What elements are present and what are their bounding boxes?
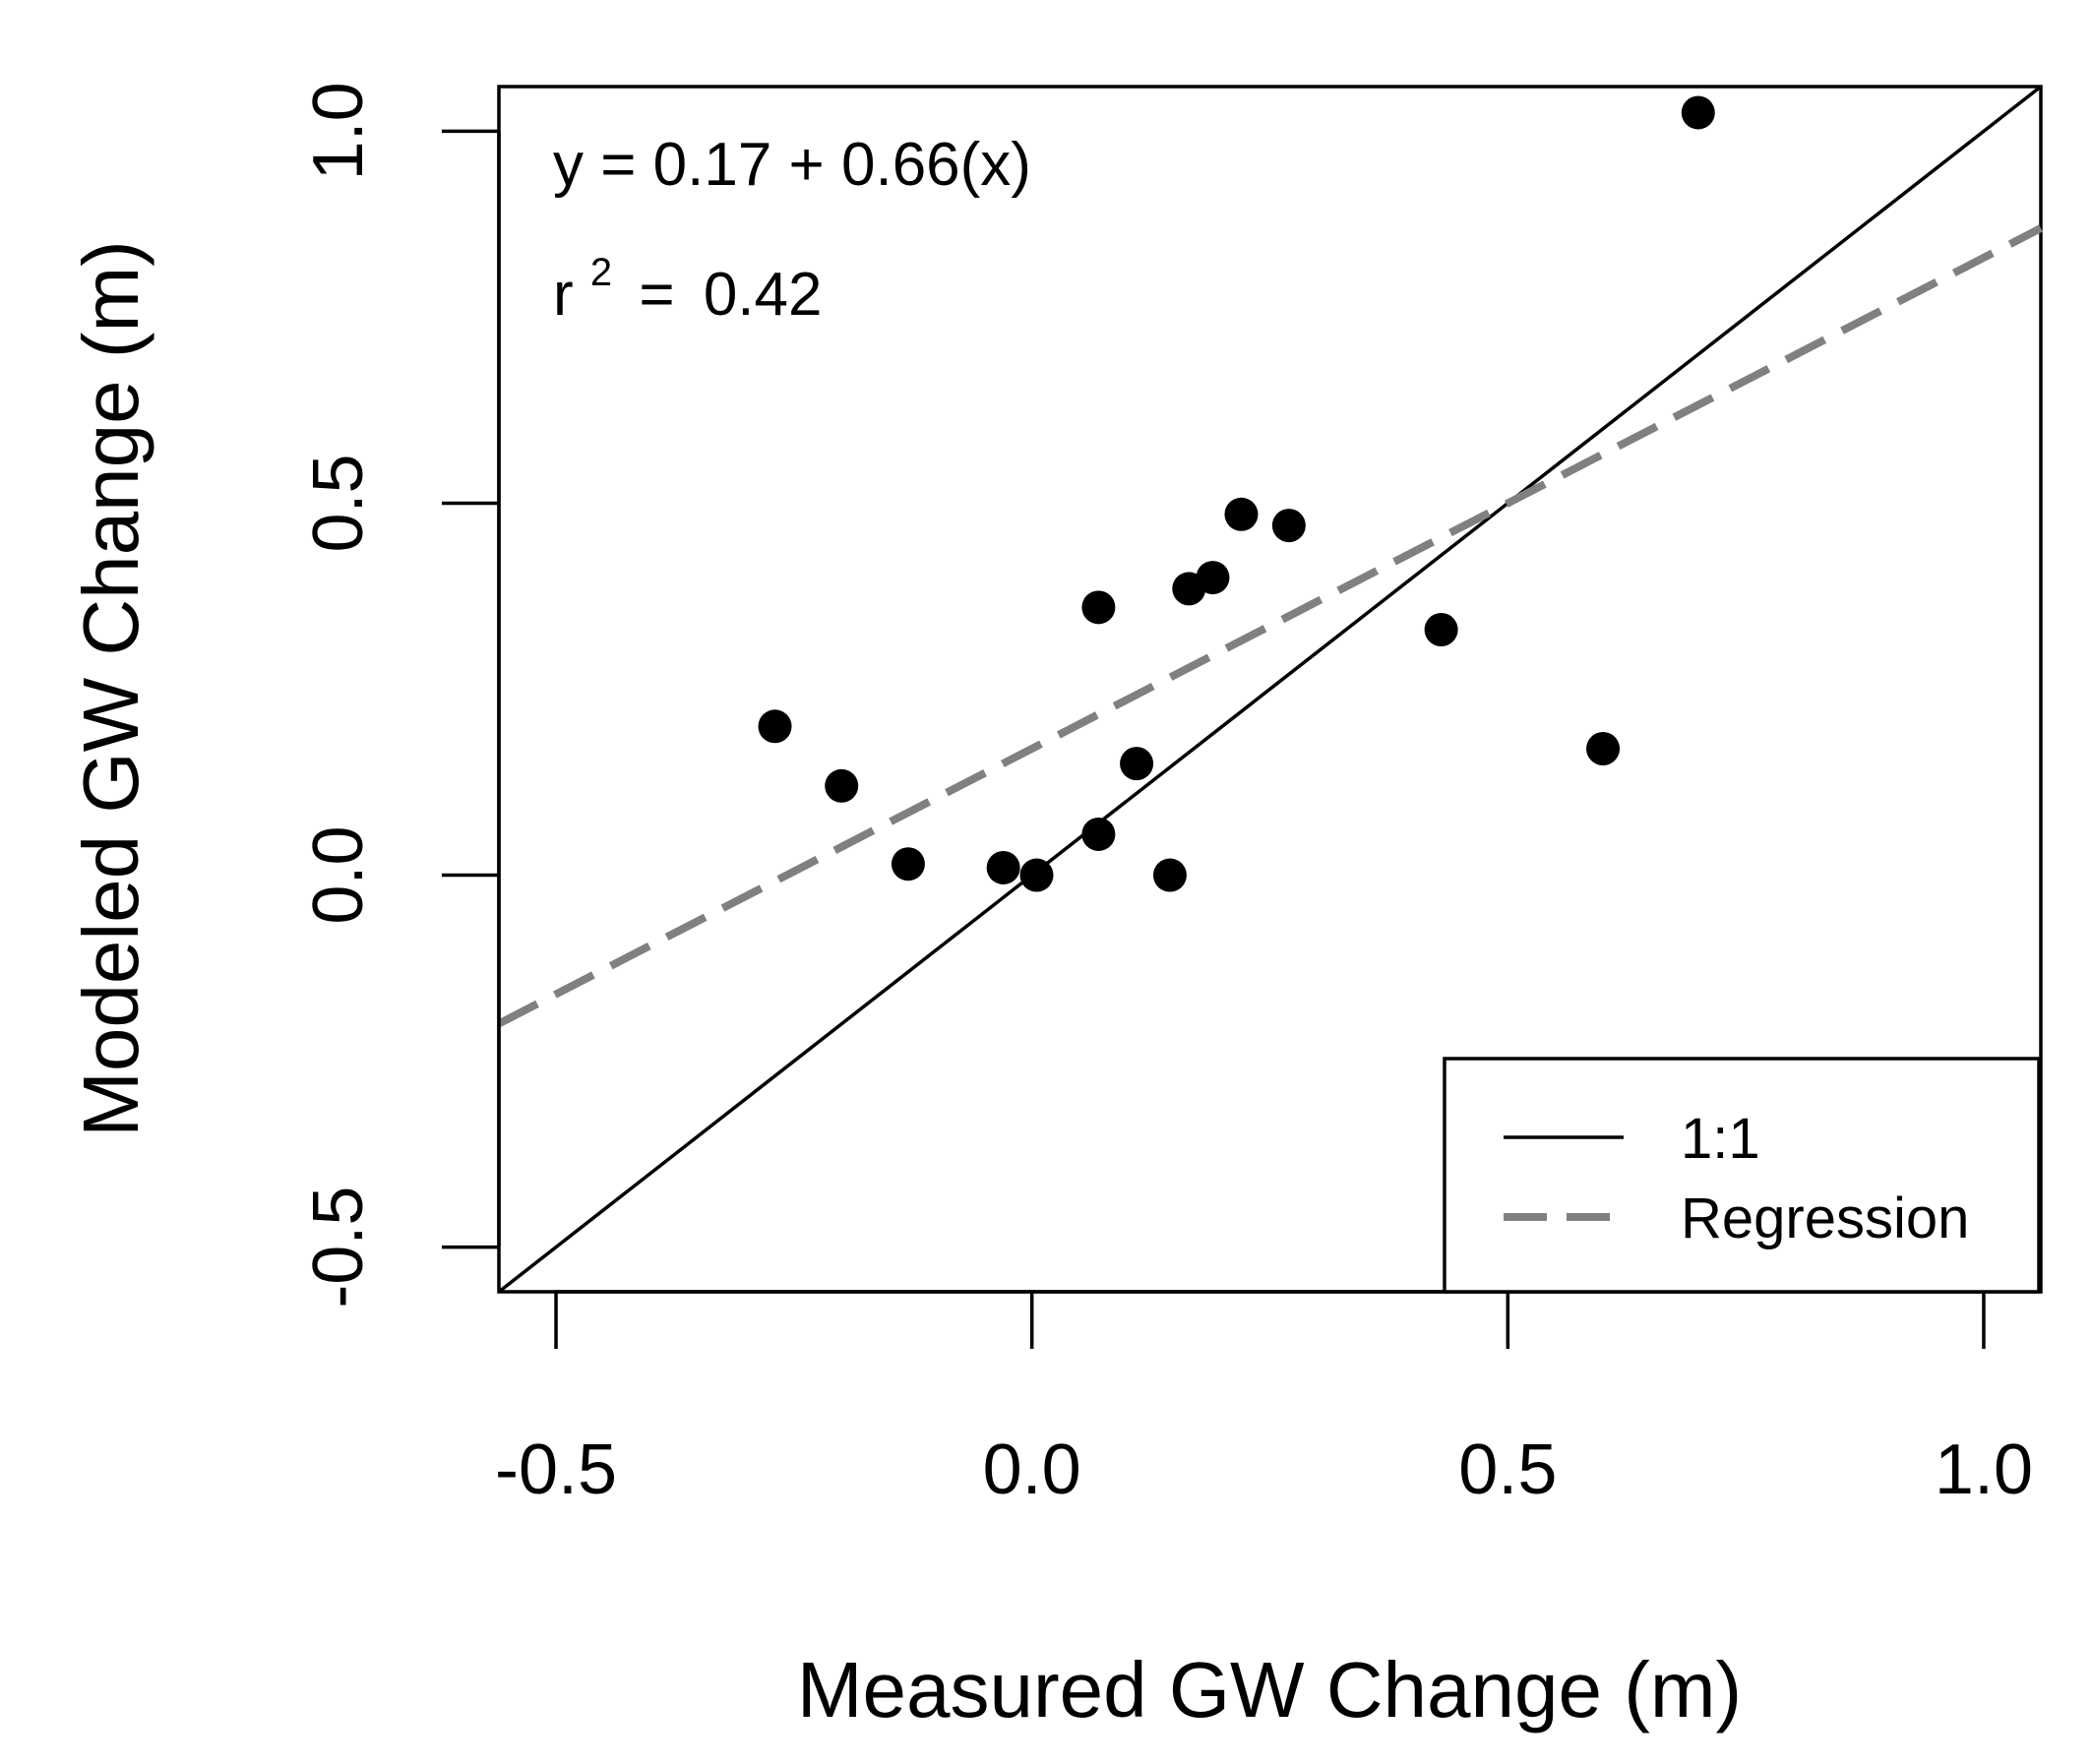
- data-point: [825, 768, 859, 803]
- data-point: [1081, 590, 1116, 625]
- data-point: [1681, 95, 1715, 130]
- y-tick-label: -0.5: [299, 1186, 378, 1308]
- x-axis: -0.5 0.0 0.5 1.0: [495, 1290, 2033, 1509]
- data-point: [1152, 858, 1187, 892]
- legend-box: [1443, 1057, 2041, 1294]
- data-point: [758, 709, 792, 744]
- legend: 1:1 Regression: [1443, 1057, 2041, 1294]
- x-axis-title: Measured GW Change (m): [797, 1646, 1742, 1734]
- data-point: [1271, 509, 1306, 543]
- regression-equation: y = 0.17 + 0.66(x): [553, 131, 1031, 199]
- data-point: [1019, 858, 1054, 892]
- regression-line: [497, 224, 2043, 1028]
- y-tick-label: 1.0: [299, 82, 378, 180]
- r-squared-r: r: [553, 261, 574, 329]
- r-squared-exponent: 2: [590, 251, 612, 294]
- x-tick-label: 0.0: [983, 1430, 1081, 1509]
- one-to-one-line: [497, 85, 2043, 1294]
- r-squared-value: 0.42: [704, 261, 823, 329]
- x-tick-label: 0.5: [1458, 1430, 1557, 1509]
- data-point: [891, 847, 925, 882]
- x-tick-label: 1.0: [1935, 1430, 2033, 1509]
- y-axis: -0.5 0.0 0.5 1.0: [299, 82, 501, 1308]
- y-tick-label: 0.0: [299, 825, 378, 924]
- data-point: [1196, 561, 1230, 595]
- data-points: [758, 95, 1715, 892]
- data-point: [1586, 731, 1621, 765]
- x-tick-label: -0.5: [495, 1430, 617, 1509]
- y-tick-label: 0.5: [299, 454, 378, 552]
- y-axis-title: Modeled GW Change (m): [67, 240, 154, 1136]
- data-point: [1424, 613, 1458, 647]
- reference-lines: [497, 85, 2043, 1294]
- r-squared-label: r 2 = 0.42: [553, 231, 823, 329]
- data-point: [1224, 497, 1259, 531]
- annotation-block: y = 0.17 + 0.66(x) r 2 = 0.42: [553, 131, 1031, 329]
- data-point: [986, 850, 1020, 884]
- r-squared-equals: =: [639, 261, 674, 329]
- data-point: [1120, 747, 1154, 781]
- data-point: [1081, 817, 1116, 851]
- legend-label-1to1: 1:1: [1681, 1107, 1760, 1171]
- legend-label-regression: Regression: [1681, 1186, 1969, 1250]
